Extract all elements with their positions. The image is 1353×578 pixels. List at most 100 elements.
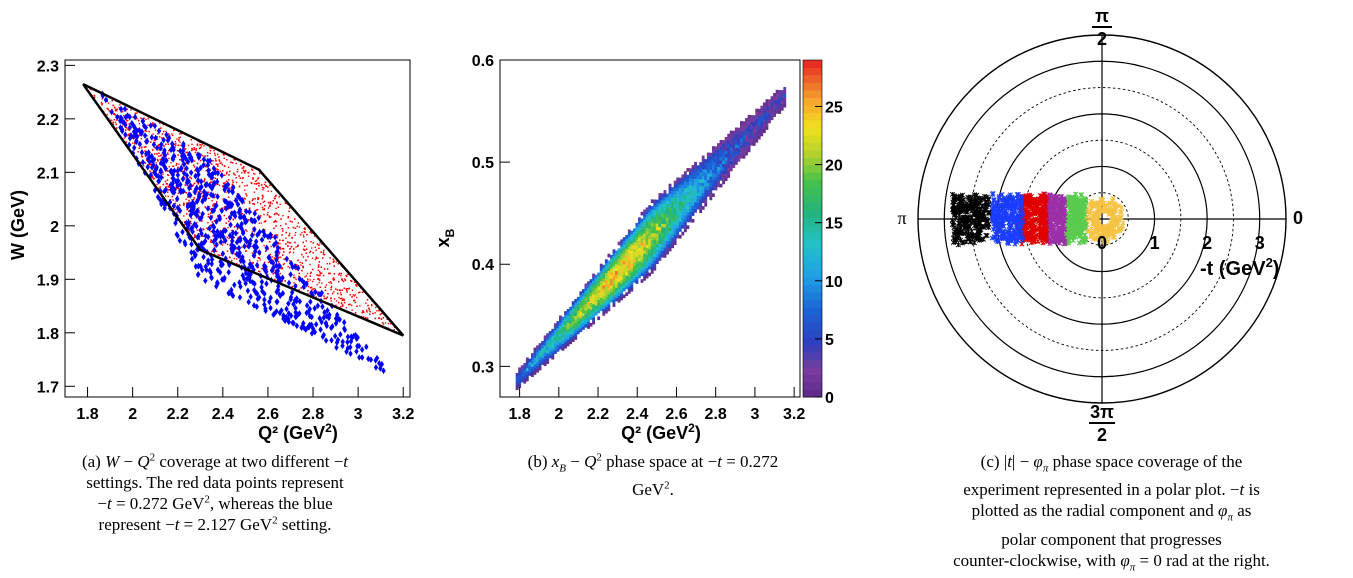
heatmap-cell bbox=[671, 211, 674, 215]
heatmap-cell bbox=[595, 275, 598, 279]
heatmap-cell bbox=[715, 150, 718, 154]
heatmap-cell bbox=[523, 363, 526, 367]
heatmap-cell bbox=[630, 261, 633, 265]
heatmap-cell bbox=[755, 132, 758, 136]
red-data-point bbox=[193, 147, 194, 148]
heatmap-cell bbox=[689, 202, 692, 206]
heatmap-cell bbox=[750, 125, 753, 129]
red-data-point bbox=[313, 242, 314, 243]
heatmap-cell bbox=[669, 227, 672, 231]
heatmap-cell bbox=[697, 206, 700, 210]
heatmap-cell bbox=[745, 148, 748, 152]
heatmap-cell bbox=[600, 267, 603, 271]
blue-data-point bbox=[288, 271, 292, 278]
x-tick-label: 3.2 bbox=[783, 406, 805, 423]
red-data-point bbox=[323, 253, 324, 254]
red-data-point bbox=[191, 150, 192, 151]
heatmap-cell bbox=[623, 284, 626, 288]
heatmap-cell bbox=[559, 326, 562, 330]
red-data-point bbox=[348, 288, 349, 289]
red-data-point bbox=[262, 198, 263, 199]
heatmap-cell bbox=[615, 291, 618, 295]
heatmap-cell bbox=[574, 336, 577, 340]
red-data-point bbox=[271, 246, 272, 247]
heatmap-cell bbox=[773, 96, 776, 100]
heatmap-cell bbox=[610, 282, 613, 286]
heatmap-cell bbox=[567, 343, 570, 347]
red-data-point bbox=[273, 228, 274, 229]
red-data-point bbox=[330, 300, 331, 301]
heatmap-cell bbox=[567, 319, 570, 323]
red-data-point bbox=[299, 273, 300, 274]
heatmap-cell bbox=[623, 268, 626, 272]
red-data-point bbox=[162, 133, 163, 134]
heatmap-cell bbox=[562, 340, 565, 344]
red-data-point bbox=[237, 169, 238, 170]
heatmap-cell bbox=[592, 307, 595, 311]
red-data-point bbox=[362, 292, 363, 293]
heatmap-cell bbox=[666, 231, 669, 235]
heatmap-cell bbox=[669, 214, 672, 218]
heatmap-cell bbox=[715, 173, 718, 177]
heatmap-cell bbox=[630, 234, 633, 238]
heatmap-cell bbox=[707, 169, 710, 173]
blue-data-point bbox=[202, 156, 206, 163]
heatmap-cell bbox=[577, 320, 580, 324]
red-data-point bbox=[312, 252, 313, 253]
heatmap-cell bbox=[750, 132, 753, 136]
red-data-point bbox=[178, 193, 179, 194]
heatmap-cell bbox=[755, 136, 758, 140]
heatmap-cell bbox=[720, 174, 723, 178]
red-data-point bbox=[228, 221, 229, 222]
blue-data-point bbox=[133, 114, 137, 121]
heatmap-cell bbox=[730, 164, 733, 168]
heatmap-cell bbox=[676, 181, 679, 185]
heatmap-cell bbox=[641, 225, 644, 229]
panel-a-y-ticks: 1.71.81.922.12.22.3 bbox=[37, 58, 75, 396]
heatmap-cell bbox=[664, 251, 667, 255]
heatmap-cell bbox=[630, 244, 633, 248]
red-data-point bbox=[297, 260, 298, 261]
heatmap-cell bbox=[715, 156, 718, 160]
heatmap-cell bbox=[712, 193, 715, 197]
red-data-point bbox=[148, 131, 149, 132]
heatmap-cell bbox=[692, 168, 695, 172]
heatmap-cell bbox=[730, 151, 733, 155]
heatmap-cell bbox=[720, 150, 723, 154]
red-data-point bbox=[113, 113, 114, 114]
heatmap-cell bbox=[521, 375, 524, 379]
heatmap-cell bbox=[715, 163, 718, 167]
heatmap-cell bbox=[544, 335, 547, 339]
heatmap-cell bbox=[694, 179, 697, 183]
red-data-point bbox=[252, 198, 253, 199]
heatmap-cell bbox=[600, 287, 603, 291]
red-data-point bbox=[269, 241, 270, 242]
heatmap-cell bbox=[658, 257, 661, 261]
heatmap-cell bbox=[669, 201, 672, 205]
heatmap-cell bbox=[643, 226, 646, 230]
heatmap-cell bbox=[651, 257, 654, 261]
heatmap-cell bbox=[574, 302, 577, 306]
red-data-point bbox=[260, 215, 261, 216]
heatmap-cell bbox=[664, 241, 667, 245]
heatmap-cell bbox=[704, 169, 707, 173]
heatmap-cell bbox=[607, 277, 610, 281]
red-data-point bbox=[175, 145, 176, 146]
red-data-point bbox=[269, 185, 270, 186]
red-data-point bbox=[218, 156, 219, 157]
heatmap-cell bbox=[549, 355, 552, 359]
red-data-point bbox=[163, 131, 164, 132]
heatmap-cell bbox=[638, 231, 641, 235]
heatmap-cell bbox=[748, 115, 751, 119]
heatmap-cell bbox=[574, 319, 577, 323]
heatmap-cell bbox=[546, 347, 549, 351]
heatmap-cell bbox=[628, 283, 631, 287]
heatmap-cell bbox=[564, 318, 567, 322]
red-data-point bbox=[346, 307, 347, 308]
heatmap-cell bbox=[684, 205, 687, 209]
heatmap-cell bbox=[633, 235, 636, 239]
heatmap-cell bbox=[699, 209, 702, 213]
heatmap-cell bbox=[783, 90, 786, 94]
heatmap-cell bbox=[717, 177, 720, 181]
